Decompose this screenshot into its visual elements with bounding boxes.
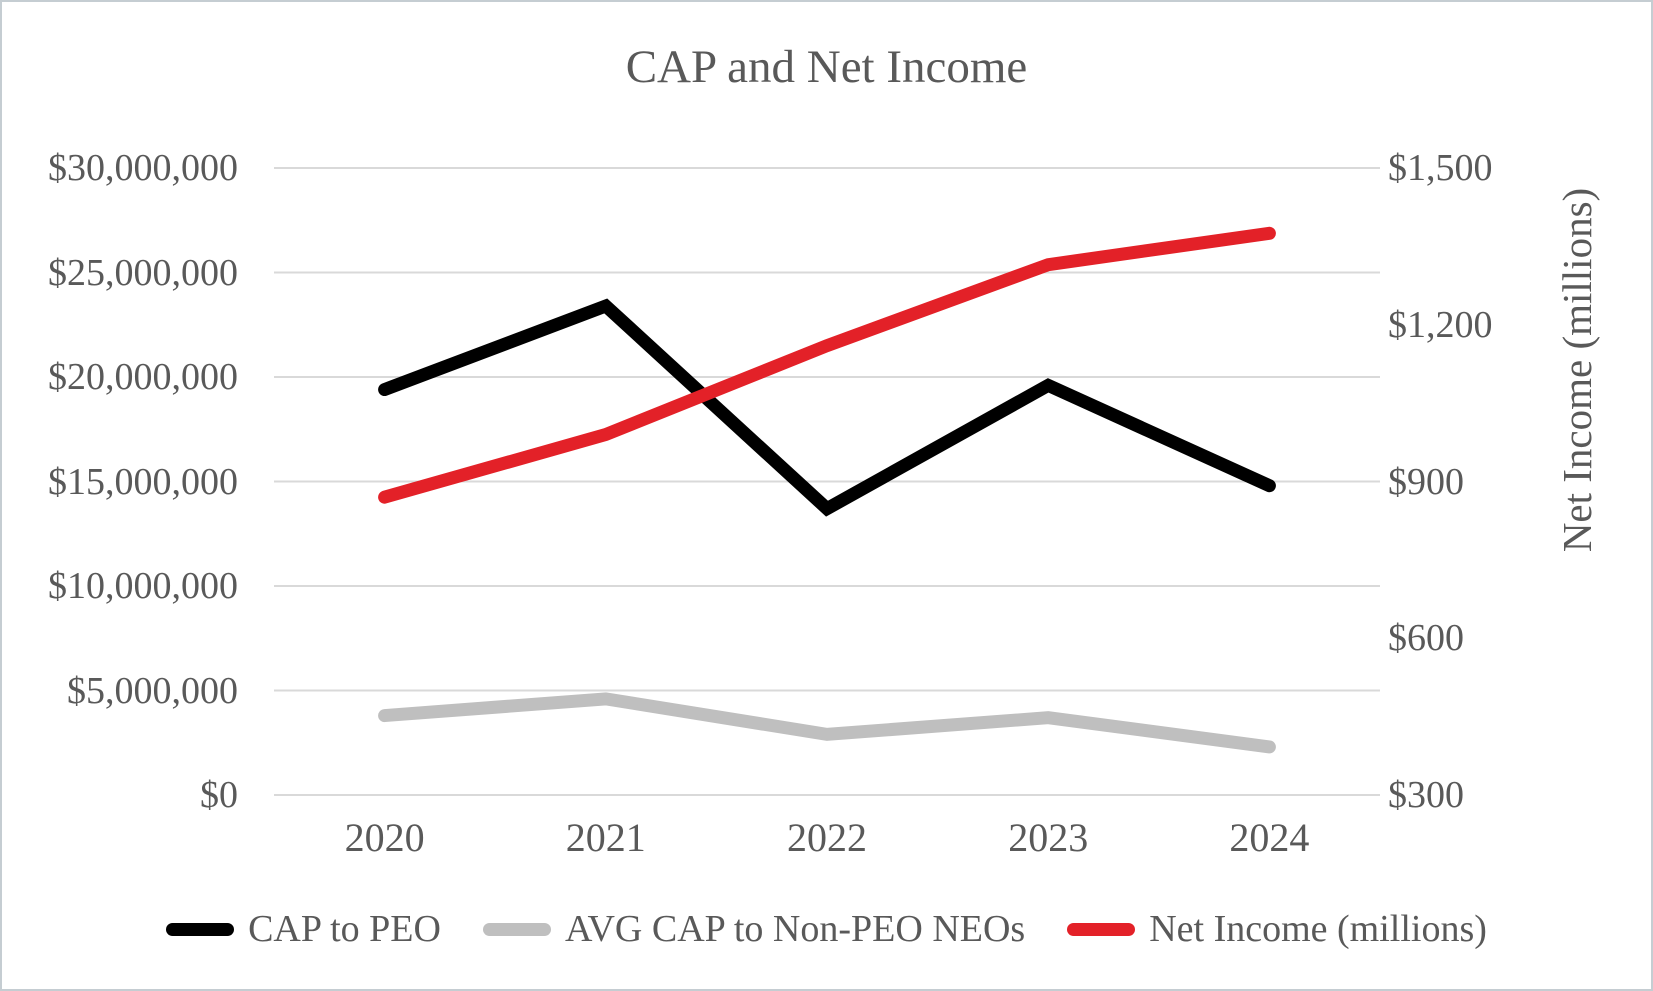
left-axis-tick-label: $15,000,000 — [48, 460, 238, 503]
legend-label: AVG CAP to Non-PEO NEOs — [564, 908, 1026, 950]
legend-swatch-icon — [482, 922, 551, 936]
legend-swatch-icon — [166, 922, 235, 936]
right-axis-tick-label: $1,500 — [1388, 147, 1493, 189]
right-axis-title: Net Income (millions) — [1554, 187, 1600, 553]
left-axis-tick-label: $0 — [200, 774, 238, 816]
legend-item: AVG CAP to Non-PEO NEOs — [482, 907, 1026, 951]
right-axis-tick-label: $300 — [1388, 774, 1464, 816]
left-axis-tick-label: $5,000,000 — [67, 669, 238, 712]
x-axis-label-2021: 2021 — [565, 815, 646, 860]
left-axis-tick-label: $25,000,000 — [48, 251, 238, 294]
series-line-avg-cap-to-non-peo-neos — [378, 692, 1276, 754]
left-axis-tick-label: $20,000,000 — [48, 356, 238, 398]
chart-title: CAP and Net Income — [625, 41, 1028, 93]
series-line-cap-to-peo — [378, 298, 1276, 517]
legend-item: CAP to PEO — [166, 907, 441, 951]
series-line-net-income-millions- — [378, 226, 1276, 504]
legend-label: CAP to PEO — [248, 908, 441, 950]
x-axis-label-2020: 2020 — [344, 815, 425, 860]
x-axis-label-2024: 2024 — [1229, 815, 1310, 860]
right-axis-tick-label: $1,200 — [1388, 303, 1493, 346]
left-axis-tick-label: $30,000,000 — [48, 147, 238, 189]
legend-swatch-icon — [1067, 922, 1136, 936]
right-axis-tick-label: $600 — [1388, 617, 1464, 660]
right-axis-tick-label: $900 — [1388, 460, 1464, 503]
legend: CAP to PEO AVG CAP to Non-PEO NEOs Net Inc… — [2, 903, 1651, 955]
left-axis-tick-label: $10,000,000 — [48, 565, 238, 607]
legend-label: Net Income (millions) — [1149, 908, 1487, 950]
x-axis-label-2022: 2022 — [787, 815, 867, 860]
legend-item: Net Income (millions) — [1067, 907, 1487, 951]
x-axis-label-2023: 2023 — [1008, 815, 1089, 860]
